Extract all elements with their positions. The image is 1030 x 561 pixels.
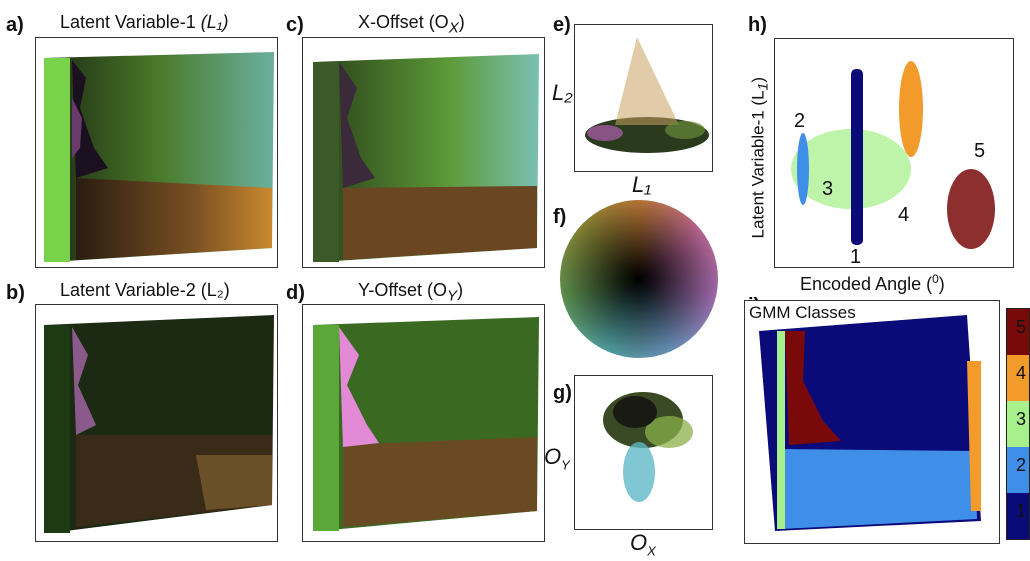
panel-c-letter: c)	[286, 14, 304, 36]
panel-i-frame: GMM Classes	[744, 300, 1000, 544]
panel-c-frame	[302, 37, 545, 268]
g-ylabel: OY	[544, 444, 570, 473]
y-offset-map	[313, 317, 539, 531]
panel-b-title: Latent Variable-2 (L₂)	[60, 280, 230, 300]
e-xlabel: L₁	[632, 172, 652, 197]
panel-d-title: Y-Offset (OY)	[358, 280, 464, 305]
colorbar-tick-1: 1	[1016, 501, 1027, 521]
colorbar-tick-4: 4	[1016, 363, 1027, 383]
h-cluster-3: 3	[822, 178, 834, 200]
gmm-classes-map	[759, 315, 981, 531]
h-scatter	[791, 61, 995, 249]
panel-b-letter: b)	[6, 282, 25, 304]
colorbar-tick-3: 3	[1016, 409, 1027, 429]
h-ylabel: Latent Variable-1 (L1)	[748, 76, 772, 239]
h-cluster-4: 4	[898, 204, 910, 226]
panel-b-frame	[35, 304, 278, 542]
h-cluster-1: 1	[850, 246, 862, 268]
panel-e-letter: e)	[553, 14, 571, 36]
panel-e-frame	[574, 24, 713, 172]
e-ylabel: L₂	[552, 80, 573, 105]
panel-g-letter: g)	[553, 382, 572, 404]
panel-d-frame	[302, 304, 545, 542]
h-cluster-2: 2	[794, 110, 806, 132]
latent-variable-2-map	[44, 315, 274, 533]
panel-g-frame	[574, 375, 713, 530]
panel-h-frame	[774, 38, 1014, 268]
panel-f-letter: f)	[553, 206, 567, 228]
gmm-colorbar	[1006, 308, 1030, 540]
panel-a-letter: a)	[6, 14, 24, 36]
g-scatter	[603, 392, 693, 502]
x-offset-map	[313, 54, 539, 262]
h-xlabel: Encoded Angle (0)	[800, 272, 945, 294]
i-title: GMM Classes	[749, 303, 856, 322]
panel-d-letter: d)	[286, 282, 305, 304]
color-wheel	[560, 200, 718, 358]
h-cluster-5: 5	[974, 140, 986, 162]
panel-c-title: X-Offset (OX)	[358, 12, 465, 37]
panel-a-frame	[35, 37, 278, 268]
panel-h-letter: h)	[748, 14, 767, 36]
colorbar-tick-2: 2	[1016, 455, 1027, 475]
h-ylabel-wrap: Latent Variable-1 (L1)	[744, 62, 771, 252]
colorbar-tick-5: 5	[1016, 317, 1027, 337]
panel-a-title: Latent Variable-1 (L₁)	[60, 12, 229, 32]
g-xlabel: OX	[630, 530, 656, 559]
latent-variable-1-map	[44, 52, 274, 262]
e-scatter	[585, 37, 709, 153]
